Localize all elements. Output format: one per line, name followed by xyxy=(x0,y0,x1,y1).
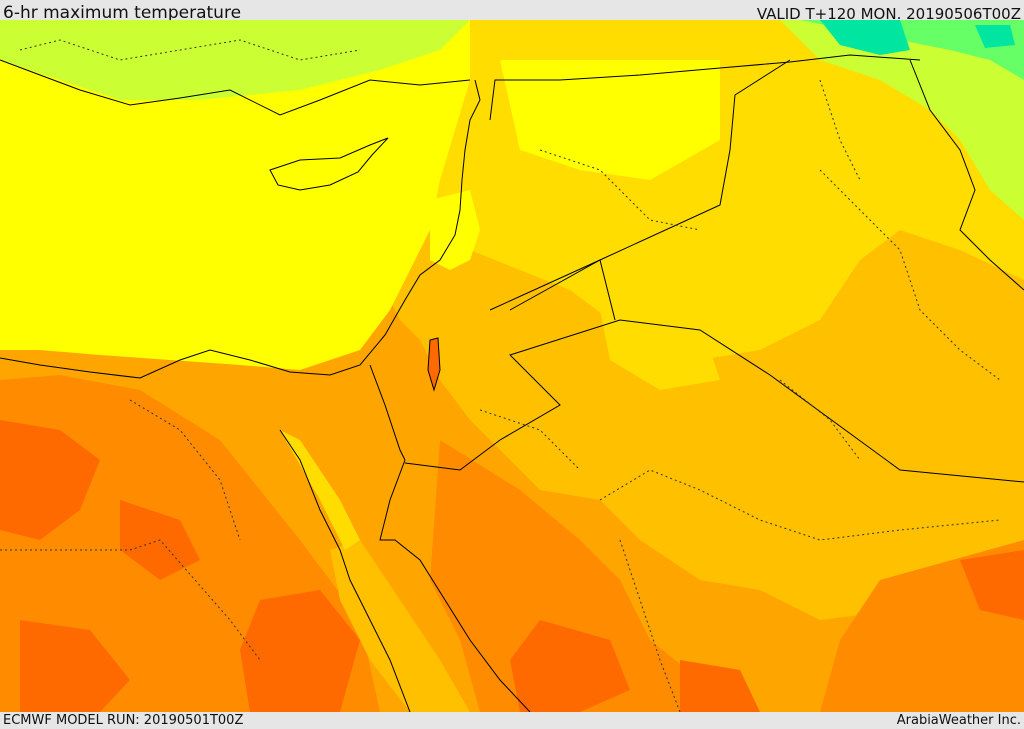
coastline-red-sea-east xyxy=(379,459,531,712)
hottest-7 xyxy=(960,550,1024,620)
border-egypt-israel xyxy=(369,364,406,461)
hotter-saudi xyxy=(430,440,760,712)
cool-light-layer-east xyxy=(780,20,1024,220)
border-turkey-syria xyxy=(489,54,921,121)
dead-sea xyxy=(427,337,441,392)
jordan-yellow xyxy=(600,310,720,390)
cold-layer-2 xyxy=(975,25,1015,48)
hottest-1 xyxy=(0,420,100,540)
border-jordan-saudi xyxy=(404,319,1024,483)
hottest-5 xyxy=(510,620,630,712)
sea-layer xyxy=(0,20,470,370)
cool-light-layer xyxy=(0,20,470,100)
dotted-boundaries xyxy=(0,39,1001,712)
header-bar: 6-hr maximum temperature VALID T+120 MON… xyxy=(0,0,1024,20)
border-iraq-iran xyxy=(909,59,1024,291)
valid-time: VALID T+120 MON. 20190506T00Z xyxy=(756,5,1021,20)
syria-yellow xyxy=(500,60,720,180)
model-run-label: ECMWF MODEL RUN: 20190501T00Z xyxy=(3,713,244,728)
coastline-red-sea-west xyxy=(279,429,411,712)
credit-label: ArabiaWeather Inc. xyxy=(896,713,1021,728)
hottest-6 xyxy=(680,660,760,712)
map-title: 6-hr maximum temperature xyxy=(3,3,242,20)
red-sea xyxy=(330,540,470,712)
coastline-med xyxy=(0,79,481,379)
border-syria-iraq xyxy=(489,59,791,311)
cyprus-coast xyxy=(269,137,389,191)
footer-bar: ECMWF MODEL RUN: 20190501T00Z ArabiaWeat… xyxy=(0,712,1024,729)
cold-layer xyxy=(820,20,910,55)
levant-yellow xyxy=(430,190,480,270)
coastline-turkey xyxy=(0,59,471,116)
temperature-map xyxy=(0,20,1024,712)
hottest-3 xyxy=(240,590,360,712)
hottest-4 xyxy=(20,620,130,712)
cool-layer xyxy=(800,20,1024,80)
